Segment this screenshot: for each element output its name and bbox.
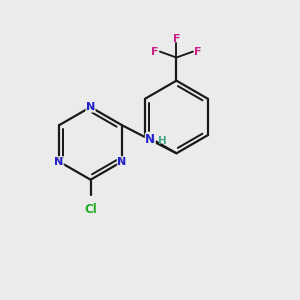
Text: N: N xyxy=(145,133,155,146)
Text: F: F xyxy=(194,46,202,57)
Text: N: N xyxy=(55,157,64,166)
Text: N: N xyxy=(117,157,127,166)
Text: N: N xyxy=(86,102,95,112)
Text: Cl: Cl xyxy=(84,203,97,216)
Text: F: F xyxy=(173,34,180,44)
Text: H: H xyxy=(158,136,167,146)
Text: F: F xyxy=(151,46,159,57)
